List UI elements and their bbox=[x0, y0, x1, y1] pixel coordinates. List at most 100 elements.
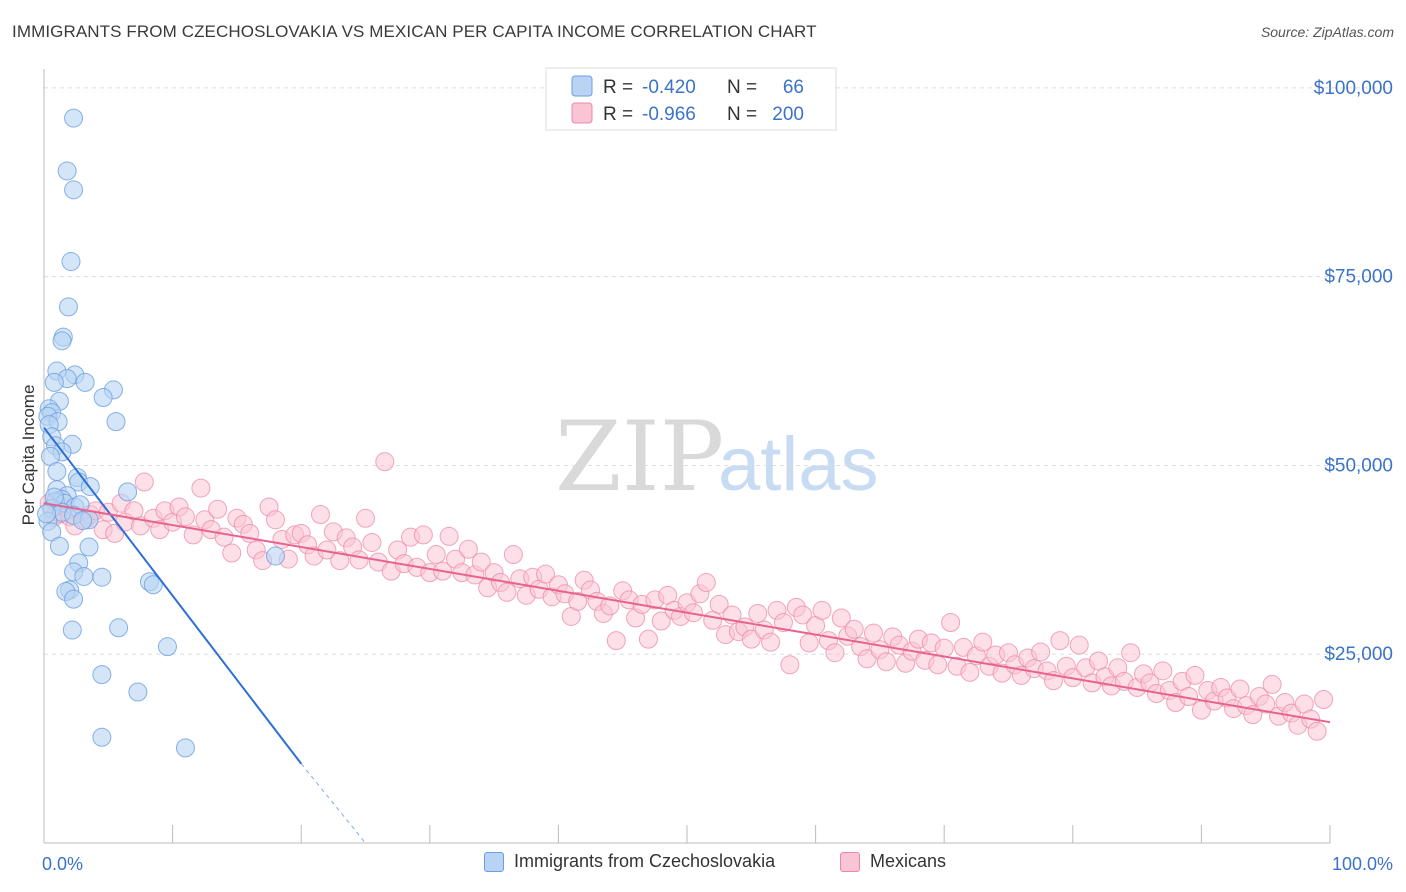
czechoslovakia-point bbox=[73, 511, 93, 531]
mexicans-point bbox=[175, 507, 195, 527]
legend-swatch-mexicans bbox=[571, 102, 593, 124]
czechoslovakia-point bbox=[58, 297, 78, 317]
y-tick-label: $75,000 bbox=[1324, 267, 1393, 288]
czechoslovakia-point bbox=[92, 665, 112, 685]
y-tick-labels: $25,000 $50,000 $75,000 $100,000 bbox=[1314, 78, 1393, 665]
mexicans-point bbox=[1031, 642, 1051, 662]
czechoslovakia-point bbox=[64, 589, 84, 609]
mexicans-point bbox=[458, 539, 478, 559]
mexicans-point bbox=[1185, 665, 1205, 685]
mexicans-point bbox=[703, 610, 723, 630]
mexicans-point bbox=[831, 608, 851, 628]
czechoslovakia-point bbox=[118, 482, 138, 502]
mexicans-point bbox=[497, 582, 517, 602]
czechoslovakia-point bbox=[157, 637, 177, 657]
mexicans-point bbox=[799, 633, 819, 653]
czechoslovakia-point bbox=[44, 372, 64, 392]
mexicans-point bbox=[780, 655, 800, 675]
mexicans-point bbox=[876, 652, 896, 672]
source-label: Source: ZipAtlas.com bbox=[1260, 24, 1394, 40]
czechoslovakia-point bbox=[128, 682, 148, 702]
mexicans-point bbox=[1307, 721, 1327, 741]
mexicans-point bbox=[503, 545, 523, 565]
czechoslovakia-point bbox=[44, 487, 64, 507]
legend-swatch-czechoslovakia-bottom bbox=[484, 851, 504, 872]
mexicans-point bbox=[183, 525, 203, 545]
czechoslovakia-point bbox=[74, 566, 94, 586]
legend-r-value-1: -0.420 bbox=[642, 77, 696, 98]
mexicans-point bbox=[857, 649, 877, 669]
mexicans-point bbox=[191, 478, 211, 498]
mexicans-point bbox=[1089, 651, 1109, 671]
czechoslovakia-point bbox=[175, 738, 195, 758]
legend-item-czechoslovakia: Immigrants from Czechoslovakia bbox=[484, 851, 775, 872]
czechoslovakia-point bbox=[52, 331, 72, 351]
y-tick-label: $100,000 bbox=[1314, 78, 1393, 99]
legend-r-label-2: R = bbox=[603, 104, 633, 125]
mexicans-point bbox=[741, 629, 761, 649]
czechoslovakia-point bbox=[62, 620, 82, 640]
czechoslovakia-trend-extension bbox=[300, 763, 366, 844]
czechoslovakia-point bbox=[106, 412, 126, 432]
mexicans-point bbox=[773, 613, 793, 633]
czechoslovakia-points bbox=[37, 108, 285, 758]
y-tick-label: $25,000 bbox=[1324, 644, 1393, 665]
legend-r-label-1: R = bbox=[603, 77, 633, 98]
y-tick-label: $50,000 bbox=[1324, 455, 1393, 476]
mexicans-point bbox=[362, 532, 382, 552]
mexicans-point bbox=[439, 526, 459, 546]
legend-n-label-1: N = bbox=[727, 77, 757, 98]
mexicans-point bbox=[1262, 674, 1282, 694]
x-tick-labels: 0.0% 100.0% bbox=[42, 854, 1393, 874]
legend-r-value-2: -0.966 bbox=[642, 104, 696, 125]
legend-item-mexicans: Mexicans bbox=[840, 851, 946, 872]
mexicans-trend-line bbox=[43, 502, 1331, 724]
mexicans-point bbox=[349, 550, 369, 570]
czechoslovakia-point bbox=[92, 727, 112, 747]
mexicans-point bbox=[536, 564, 556, 584]
mexicans-point bbox=[568, 591, 588, 611]
mexicans-point bbox=[426, 545, 446, 565]
mexicans-point bbox=[709, 594, 729, 614]
mexicans-point bbox=[928, 655, 948, 675]
czechoslovakia-point bbox=[109, 618, 129, 638]
mexicans-point bbox=[812, 600, 832, 620]
mexicans-point bbox=[1069, 635, 1089, 655]
legend-swatch-mexicans-bottom bbox=[840, 851, 860, 872]
mexicans-point bbox=[863, 623, 883, 643]
mexicans-point bbox=[606, 631, 626, 651]
czechoslovakia-point bbox=[79, 537, 99, 557]
mexicans-point bbox=[1050, 631, 1070, 651]
watermark-atlas: atlas bbox=[718, 422, 879, 507]
mexicans-point bbox=[973, 632, 993, 652]
mexicans-point bbox=[748, 603, 768, 623]
chart-title: IMMIGRANTS FROM CZECHOSLOVAKIA VS MEXICA… bbox=[12, 22, 817, 41]
mexicans-point bbox=[941, 613, 961, 633]
legend-n-value-1: 66 bbox=[783, 77, 804, 98]
mexicans-point bbox=[214, 527, 234, 547]
mexicans-point bbox=[222, 543, 242, 563]
mexicans-point bbox=[356, 508, 375, 528]
czechoslovakia-point bbox=[92, 567, 112, 587]
trend-lines bbox=[43, 427, 1331, 844]
x-tick-label: 0.0% bbox=[42, 854, 83, 874]
mexicans-point bbox=[793, 605, 813, 625]
czechoslovakia-point bbox=[61, 252, 81, 272]
mexicans-point bbox=[1153, 661, 1173, 681]
czechoslovakia-point bbox=[75, 372, 95, 392]
watermark-zip: ZIP bbox=[555, 401, 724, 513]
legend-n-label-2: N = bbox=[727, 104, 757, 125]
czechoslovakia-point bbox=[265, 546, 285, 566]
czechoslovakia-point bbox=[47, 461, 67, 481]
mexicans-point bbox=[1230, 679, 1250, 699]
mexicans-point bbox=[825, 643, 845, 663]
mexicans-point bbox=[761, 632, 781, 652]
legend-box: R = -0.420 N = 66 R = -0.966 N = 200 bbox=[545, 67, 837, 131]
mexicans-point bbox=[375, 452, 395, 472]
mexicans-point bbox=[413, 525, 433, 545]
legend-label-czechoslovakia: Immigrants from Czechoslovakia bbox=[514, 851, 776, 871]
mexicans-point bbox=[651, 611, 671, 631]
mexicans-point bbox=[265, 510, 285, 530]
mexicans-point bbox=[134, 472, 154, 492]
